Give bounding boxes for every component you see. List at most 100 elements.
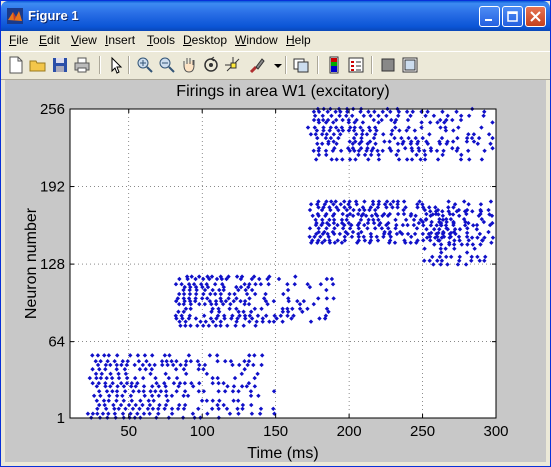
spike-marker bbox=[331, 202, 336, 207]
spike-marker bbox=[193, 316, 199, 321]
select-arrow-button[interactable] bbox=[106, 55, 126, 75]
spike-marker bbox=[452, 238, 457, 243]
spike-marker bbox=[416, 146, 421, 151]
data-cursor-button[interactable] bbox=[223, 55, 243, 75]
spike-marker bbox=[408, 113, 413, 118]
spike-marker bbox=[372, 226, 378, 231]
spike-marker bbox=[418, 157, 423, 162]
spike-marker bbox=[476, 135, 482, 141]
menu-view[interactable]: View bbox=[71, 33, 97, 47]
save-button[interactable] bbox=[50, 55, 70, 75]
spike-marker bbox=[465, 148, 471, 153]
spike-marker bbox=[317, 316, 322, 321]
menu-desktop[interactable]: Desktop bbox=[183, 33, 228, 47]
rotate-3d-button[interactable] bbox=[201, 55, 221, 75]
spike-marker bbox=[112, 359, 117, 364]
spike-marker bbox=[311, 148, 316, 153]
spike-marker bbox=[448, 254, 454, 260]
spike-marker bbox=[457, 227, 463, 232]
spike-marker bbox=[403, 217, 409, 223]
menu-window[interactable]: Window bbox=[235, 33, 278, 47]
legend-button[interactable] bbox=[346, 55, 366, 75]
menu-file[interactable]: File bbox=[9, 33, 29, 47]
spike-marker bbox=[249, 316, 255, 321]
spike-marker bbox=[465, 242, 470, 247]
plot-area[interactable] bbox=[70, 109, 496, 418]
spike-marker bbox=[114, 367, 119, 372]
brush-button[interactable] bbox=[247, 55, 267, 75]
spike-marker bbox=[391, 199, 396, 204]
spike-marker bbox=[362, 199, 367, 204]
menu-edit[interactable]: Edit bbox=[39, 33, 60, 47]
spike-marker bbox=[193, 296, 198, 301]
spike-marker bbox=[314, 220, 319, 226]
spike-marker bbox=[423, 216, 429, 222]
maximize-button[interactable] bbox=[502, 6, 523, 27]
brush-dropdown-icon bbox=[274, 64, 282, 68]
spike-marker bbox=[326, 139, 331, 144]
spike-marker bbox=[413, 135, 418, 141]
menu-tools[interactable]: Tools bbox=[147, 33, 176, 47]
link-plot-button[interactable] bbox=[291, 55, 311, 75]
spike-marker bbox=[444, 254, 449, 260]
spike-marker bbox=[103, 367, 108, 372]
hide-plot-tools-button[interactable] bbox=[378, 55, 398, 75]
spike-marker bbox=[209, 301, 214, 307]
colorbar-button[interactable] bbox=[324, 55, 344, 75]
spike-marker bbox=[353, 157, 358, 162]
spike-marker bbox=[114, 393, 120, 398]
menu-insert[interactable]: Insert bbox=[105, 33, 136, 47]
show-plot-tools-button[interactable] bbox=[400, 55, 420, 75]
raster-plot[interactable]: 50 100 150 200 250 300 1 64 128 192 256 Firings in … bbox=[5, 80, 546, 462]
legend-icon bbox=[348, 57, 364, 73]
spike-marker bbox=[414, 226, 420, 231]
spike-marker bbox=[112, 406, 117, 411]
spike-marker bbox=[187, 313, 192, 318]
title-bar[interactable]: Figure 1 bbox=[1, 1, 550, 31]
zoom-in-button[interactable] bbox=[135, 55, 155, 75]
spike-marker bbox=[339, 240, 345, 245]
spike-marker bbox=[359, 139, 364, 144]
spike-marker bbox=[475, 235, 480, 240]
spike-marker bbox=[102, 402, 107, 408]
spike-marker bbox=[187, 291, 193, 297]
open-file-button[interactable] bbox=[28, 55, 48, 75]
menu-help[interactable]: Help bbox=[286, 33, 311, 47]
spike-marker bbox=[337, 231, 343, 237]
spike-marker bbox=[285, 282, 290, 287]
spike-marker bbox=[210, 398, 215, 403]
y-tick-label: 1 bbox=[57, 410, 65, 427]
spike-marker bbox=[356, 234, 361, 239]
spike-marker bbox=[373, 211, 378, 217]
spike-marker bbox=[178, 323, 183, 328]
spike-marker bbox=[217, 398, 222, 403]
spike-marker bbox=[439, 235, 445, 240]
new-figure-button[interactable] bbox=[6, 55, 26, 75]
spike-marker bbox=[409, 157, 415, 162]
spike-marker bbox=[166, 375, 172, 381]
spike-marker bbox=[115, 384, 120, 389]
close-button[interactable] bbox=[525, 6, 546, 27]
spike-marker bbox=[223, 359, 228, 364]
spike-marker bbox=[102, 353, 107, 358]
spike-marker bbox=[324, 199, 329, 204]
spike-marker bbox=[313, 157, 319, 162]
spike-marker bbox=[382, 202, 388, 207]
minimize-button[interactable] bbox=[479, 6, 500, 27]
spike-marker bbox=[133, 384, 138, 389]
spike-marker bbox=[352, 120, 357, 125]
zoom-out-button[interactable] bbox=[157, 55, 177, 75]
spike-marker bbox=[346, 117, 352, 123]
spike-marker bbox=[226, 296, 231, 301]
brush-dropdown-button[interactable] bbox=[268, 55, 282, 75]
toolbar-separator bbox=[99, 56, 101, 74]
pan-hand-button[interactable] bbox=[179, 55, 199, 75]
spike-marker bbox=[165, 362, 170, 368]
spike-marker bbox=[197, 380, 202, 386]
spike-marker bbox=[332, 146, 337, 151]
spike-marker bbox=[347, 211, 353, 217]
spike-marker bbox=[290, 306, 295, 311]
spike-marker bbox=[112, 411, 118, 416]
print-button[interactable] bbox=[72, 55, 92, 75]
spike-marker bbox=[108, 362, 113, 368]
